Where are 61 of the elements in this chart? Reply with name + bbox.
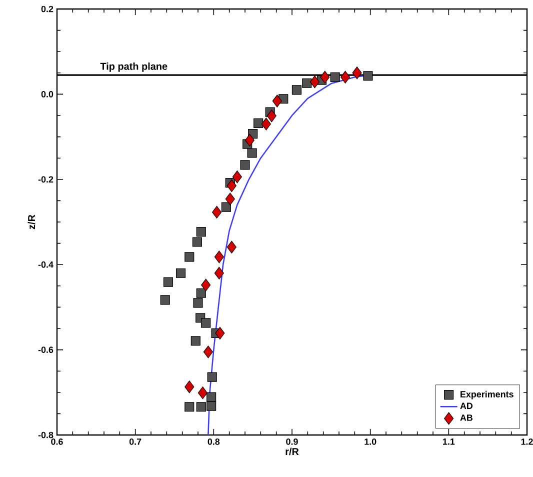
x-tick-label: 1.1	[443, 438, 455, 445]
point	[198, 386, 208, 400]
point	[226, 240, 236, 254]
point	[184, 380, 194, 394]
legend-label: Experiments	[460, 390, 514, 400]
point	[206, 401, 216, 411]
x-tick-label: 0.9	[286, 438, 298, 445]
x-tick-label: 1.2	[521, 438, 533, 445]
point	[196, 402, 206, 412]
x-tick-label: 0.7	[129, 438, 142, 445]
point	[240, 160, 250, 170]
point	[201, 318, 211, 328]
y-tick-label: 0.2	[41, 6, 54, 12]
point	[266, 110, 276, 122]
point	[302, 78, 312, 88]
y-tick-label: 0.0	[41, 91, 54, 98]
point	[310, 76, 320, 88]
point	[254, 118, 264, 128]
point	[261, 118, 271, 130]
y-tick-label: -0.2	[38, 176, 54, 183]
point	[221, 202, 231, 212]
x-tick-label: 0.8	[208, 438, 220, 445]
legend-label: AD	[460, 402, 473, 409]
point	[196, 288, 206, 298]
point	[193, 298, 203, 308]
point	[190, 336, 200, 346]
point	[244, 134, 254, 146]
y-axis-title: z/R	[28, 214, 36, 230]
point	[226, 180, 236, 192]
point	[215, 326, 225, 340]
y-tick-label: -0.8	[38, 432, 54, 438]
point	[247, 148, 257, 158]
point	[232, 170, 242, 184]
point	[207, 372, 217, 382]
x-axis-title: r/R	[286, 448, 299, 456]
point	[176, 268, 186, 278]
point	[201, 278, 211, 292]
point	[192, 237, 202, 247]
ref-line-label: Tip path plane	[100, 62, 168, 72]
point	[330, 72, 340, 82]
y-tick-label: -0.4	[38, 261, 54, 268]
point	[272, 94, 282, 108]
point	[163, 277, 174, 287]
y-tick-label: -0.6	[38, 346, 54, 353]
point	[214, 266, 224, 280]
point	[184, 252, 194, 262]
point	[203, 346, 213, 358]
point	[363, 71, 373, 81]
point	[184, 402, 194, 412]
point	[160, 295, 170, 305]
point	[320, 70, 330, 84]
point	[196, 227, 206, 237]
point	[214, 250, 224, 264]
x-tick-label: 1.0	[364, 438, 376, 445]
point	[292, 85, 302, 95]
point	[225, 192, 235, 206]
x-tick-label: 0.6	[51, 438, 63, 445]
point	[352, 66, 362, 80]
point	[212, 206, 222, 218]
legend-label: AB	[460, 414, 472, 421]
point	[340, 70, 350, 84]
